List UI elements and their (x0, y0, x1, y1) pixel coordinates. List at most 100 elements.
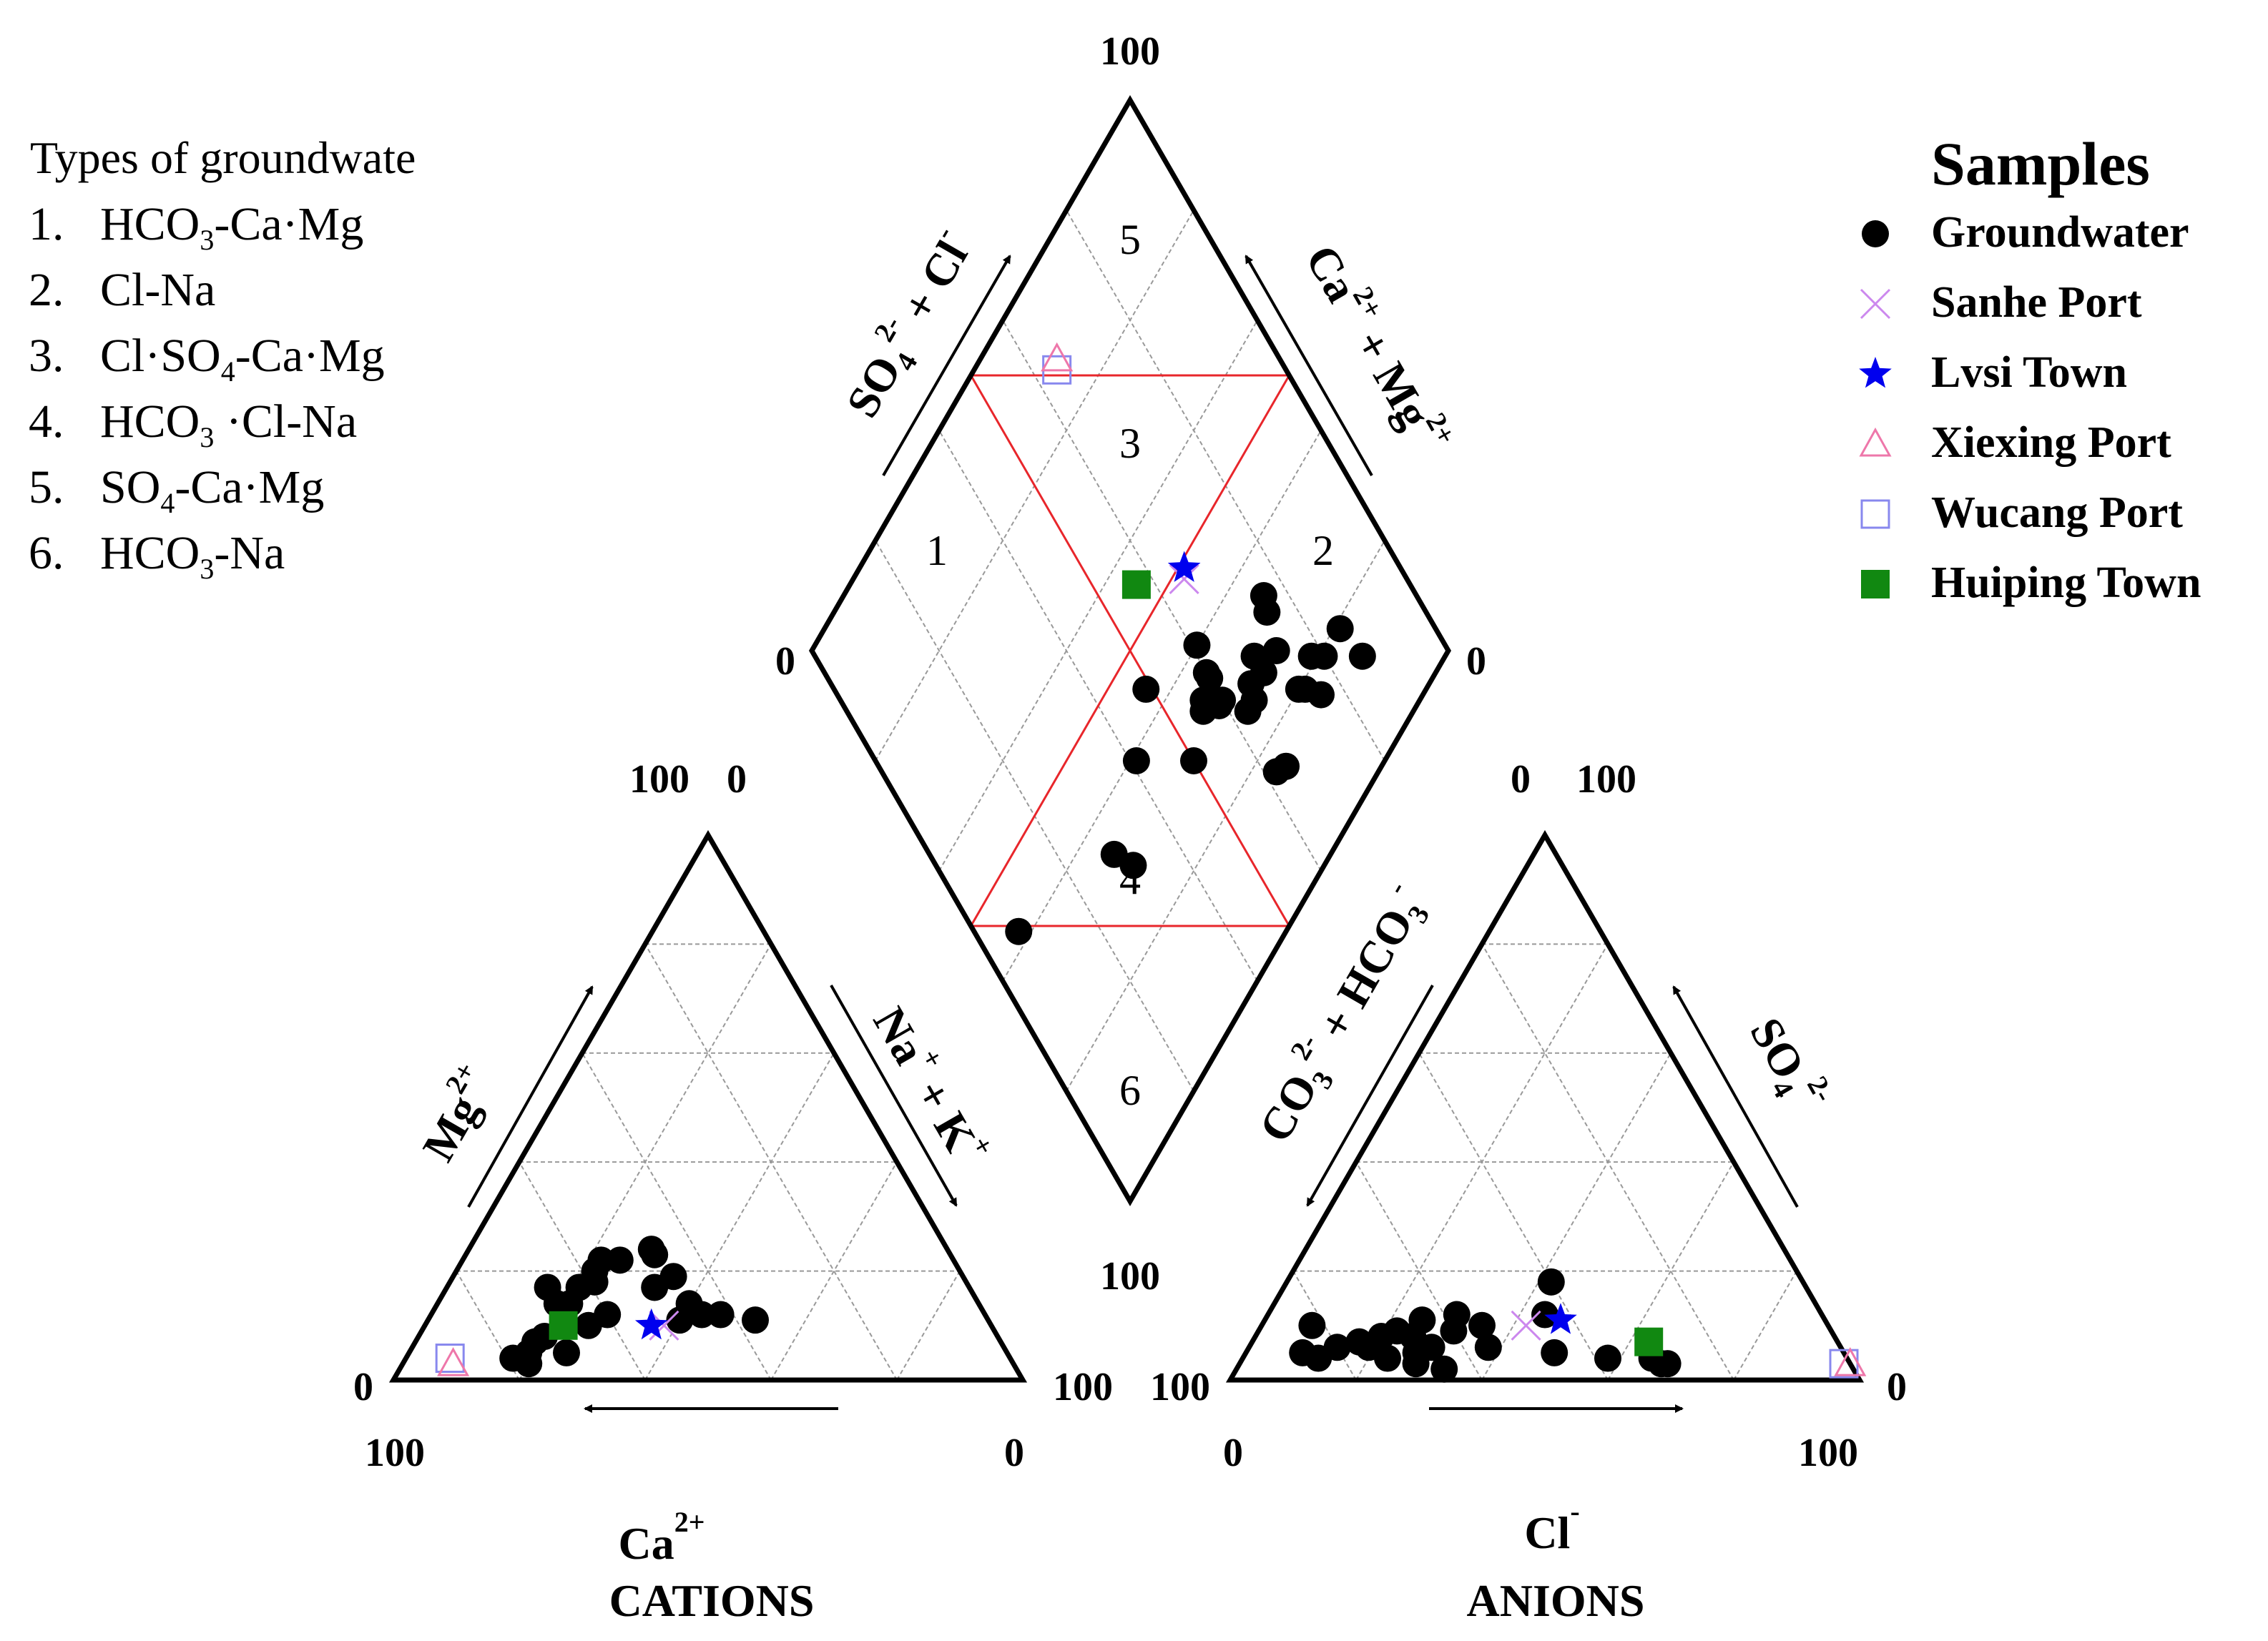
diamond-sample-groundwater (1262, 758, 1290, 786)
cation-gridline (644, 1053, 835, 1381)
anion-sample-groundwater (1594, 1344, 1621, 1372)
zone-label-1: 1 (926, 527, 948, 574)
anion-sample-sanhe-port (1511, 1310, 1541, 1341)
anion-sample-groundwater (1474, 1334, 1502, 1361)
diamond-sample-groundwater (1183, 631, 1211, 659)
anion-sample-groundwater (1443, 1301, 1471, 1329)
diamond-sample-sanhe-port (1169, 563, 1199, 594)
diamond-sample-huiping-town (1121, 570, 1151, 599)
anion-samples (1289, 1268, 1867, 1383)
samples-legend-items: Groundwater Sanhe Port Lvsi Town Xiexing Po… (1859, 208, 2201, 607)
cation-na-bottom-tick: 100 (1053, 1365, 1113, 1409)
cation-sample-xiexing-port (437, 1347, 470, 1376)
legend-marker-groundwater (1862, 220, 1889, 247)
diamond-samples (1005, 342, 1376, 945)
anion-cl-right-tick: 100 (1798, 1431, 1858, 1475)
diamond-sample-groundwater (1262, 637, 1290, 664)
diamond-sample-groundwater (1326, 615, 1354, 643)
anion-sample-groundwater (1408, 1306, 1436, 1334)
anion-carb-arrow (1306, 985, 1434, 1207)
cation-samples (435, 1236, 769, 1378)
type-number: 2. (29, 264, 64, 316)
type-formula: HCO3-Na (100, 527, 285, 585)
types-legend-items: 1. HCO3-Ca·Mg 2. Cl-Na 3. Cl·SO4-Ca·Mg 4. HCO3 … (29, 198, 385, 585)
anion-cl-label: Cl- (1524, 1495, 1579, 1558)
cation-sample-lvsi-town (635, 1308, 668, 1340)
diamond-sample-groundwater (1122, 747, 1150, 774)
anion-gridline (1418, 1053, 1609, 1381)
types-legend-title: Types of groundwate (30, 132, 416, 183)
legend-marker-huiping-town (1861, 570, 1890, 598)
cation-sample-groundwater (534, 1273, 561, 1301)
cation-na-top-tick: 0 (727, 757, 747, 802)
legend-label-lvsi-town: Lvsi Town (1931, 348, 2127, 397)
anion-sample-groundwater (1541, 1339, 1569, 1366)
anion-title: ANIONS (1467, 1575, 1645, 1626)
anion-cl-left-tick: 0 (1223, 1431, 1243, 1475)
diamond-sample-groundwater (1237, 670, 1265, 698)
diamond-sample-groundwater (1297, 642, 1325, 670)
anion-triangle-frame (1225, 829, 1865, 1383)
diamond-sample-groundwater (1005, 917, 1033, 945)
cation-nak-label: Na+ + K+ (863, 995, 1001, 1174)
diamond-so4cl-arrow (882, 255, 1011, 476)
types-legend: Types of groundwate 1. HCO3-Ca·Mg 2. Cl-Na 3… (29, 132, 416, 585)
type-formula: Cl-Na (100, 264, 215, 316)
type-number: 4. (29, 395, 64, 448)
anion-sample-groundwater (1289, 1339, 1317, 1366)
cation-grid (456, 943, 961, 1381)
diamond-right-tick: 0 (1466, 639, 1486, 684)
type-number: 5. (29, 461, 64, 513)
anion-so4-label: SO42- (1734, 1005, 1840, 1124)
anion-carb-top-tick: 0 (1511, 757, 1531, 802)
diamond-sample-groundwater (1253, 598, 1281, 626)
tick-labels: 100 0 0 100 100 0 0 100 100 0 0 100 100 … (353, 29, 1907, 1475)
legend-marker-lvsi-town (1859, 357, 1892, 388)
legend-marker-sanhe-port (1860, 288, 1891, 320)
cation-sample-groundwater (574, 1311, 602, 1339)
anion-sample-lvsi-town (1544, 1303, 1577, 1334)
anion-sample-groundwater (1654, 1350, 1682, 1378)
cation-triangle-frame (388, 829, 1028, 1383)
diamond-sample-groundwater (1192, 659, 1220, 686)
cation-sample-groundwater (499, 1344, 527, 1372)
diamond-camg-arrow (1245, 255, 1373, 476)
anion-so4-top-tick: 100 (1576, 757, 1636, 802)
legend-marker-wucang-port (1860, 499, 1890, 529)
cation-nak-arrow (830, 985, 958, 1207)
anion-sample-groundwater (1323, 1334, 1351, 1361)
cation-sample-groundwater (742, 1306, 769, 1334)
diamond-sample-groundwater (1348, 642, 1376, 670)
cation-gridline (581, 1053, 772, 1381)
cation-mg-bottom-tick: 0 (353, 1365, 373, 1409)
anion-gridline (1481, 1053, 1671, 1381)
samples-legend: Samples Groundwater Sanhe Port Lvsi Town Xi… (1859, 129, 2201, 607)
zone-boundary-line (970, 375, 1290, 927)
anion-carb-label: CO32- + HCO3- (1242, 875, 1440, 1153)
anion-sample-groundwater (1468, 1311, 1496, 1339)
legend-label-sanhe-port: Sanhe Port (1931, 278, 2142, 327)
cation-ca-right-tick: 0 (1004, 1431, 1024, 1475)
legend-label-xiexing-port: Xiexing Port (1931, 418, 2171, 467)
anion-sample-groundwater (1537, 1268, 1565, 1296)
cation-sample-sanhe-port (649, 1310, 679, 1341)
legend-label-wucang-port: Wucang Port (1931, 488, 2183, 537)
cation-mg-label: Mg2+ (406, 1056, 505, 1169)
zone-label-5: 5 (1119, 216, 1141, 263)
diamond-sample-groundwater (1132, 675, 1160, 703)
cation-mg-top-tick: 100 (629, 757, 689, 802)
diamond-sample-groundwater (1189, 697, 1217, 725)
samples-legend-title: Samples (1931, 129, 2150, 198)
type-formula: HCO3-Ca·Mg (100, 198, 363, 256)
anion-sample-groundwater (1402, 1350, 1430, 1378)
anion-sample-groundwater (1430, 1355, 1458, 1383)
anion-so4-arrow (1672, 985, 1799, 1208)
type-formula: SO4-Ca·Mg (100, 461, 324, 519)
cation-gridline (644, 943, 898, 1381)
type-number: 3. (29, 330, 64, 382)
anion-sample-huiping-town (1634, 1327, 1664, 1356)
anion-sample-xiexing-port (1834, 1347, 1867, 1376)
anion-carb-bottom-tick: 100 (1150, 1365, 1210, 1409)
anion-gridline (1733, 1271, 1797, 1381)
